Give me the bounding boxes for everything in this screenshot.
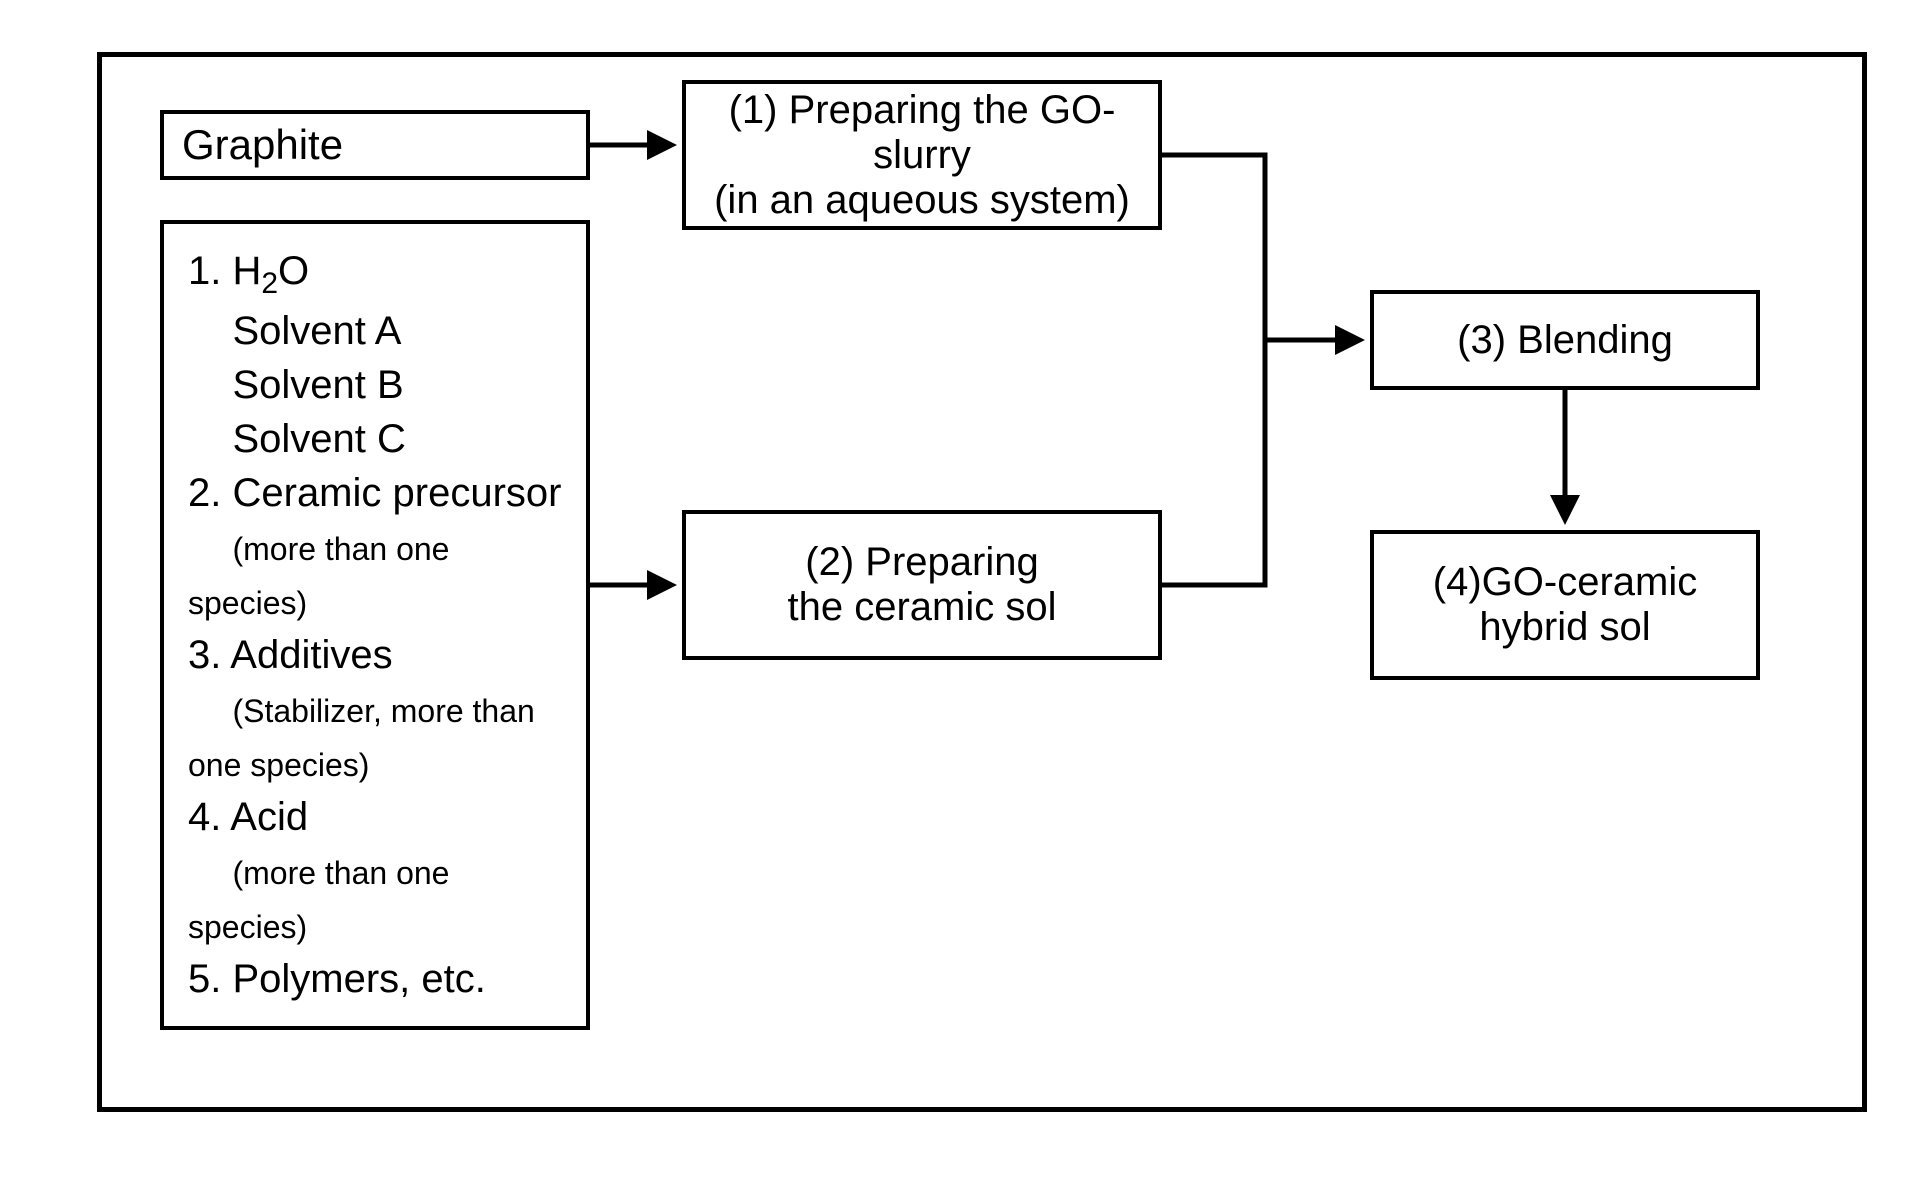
node-step3: (3) Blending	[1370, 290, 1760, 390]
step3-line1: (3) Blending	[1457, 318, 1673, 363]
step2-line1: (2) Preparing	[805, 540, 1038, 585]
node-step1: (1) Preparing the GO-slurry (in an aqueo…	[682, 80, 1162, 230]
diagram-stage: Graphite 1. H2O Solvent A Solvent B Solv…	[0, 0, 1930, 1204]
node-step4: (4)GO-ceramic hybrid sol	[1370, 530, 1760, 680]
ing-item-2: 2. Ceramic precursor (more than one spec…	[188, 466, 562, 628]
step1-line1: (1) Preparing the GO-slurry	[704, 88, 1140, 178]
step1-line2: (in an aqueous system)	[714, 178, 1130, 223]
node-step2: (2) Preparing the ceramic sol	[682, 510, 1162, 660]
step4-line2: hybrid sol	[1479, 605, 1650, 650]
node-graphite: Graphite	[160, 110, 590, 180]
ing-item-4: 4. Acid (more than one species)	[188, 790, 562, 952]
node-ingredients: 1. H2O Solvent A Solvent B Solvent C 2. …	[160, 220, 590, 1030]
ing-item-1: 1. H2O Solvent A Solvent B Solvent C	[188, 244, 406, 467]
ing-item-5: 5. Polymers, etc.	[188, 952, 486, 1006]
ing-item-3: 3. Additives (Stabilizer, more than one …	[188, 628, 562, 790]
step2-line2: the ceramic sol	[788, 585, 1057, 630]
graphite-label: Graphite	[182, 121, 343, 169]
step4-line1: (4)GO-ceramic	[1433, 560, 1697, 605]
